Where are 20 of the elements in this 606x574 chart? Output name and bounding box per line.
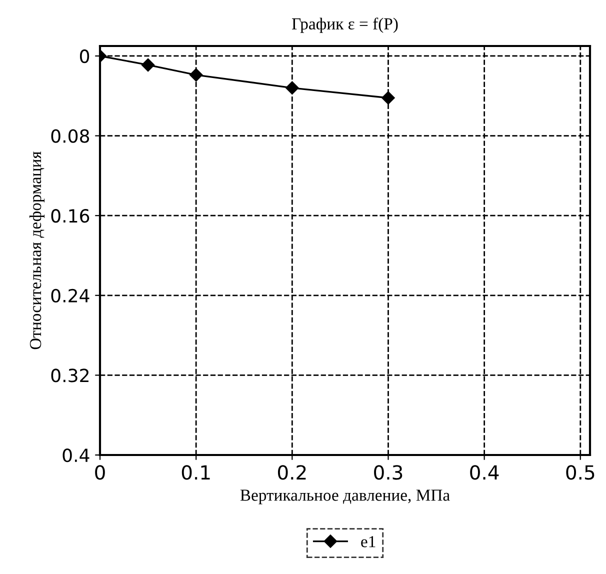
point <box>382 91 395 104</box>
x-axis-title: Вертикальное давление, МПа <box>240 490 450 504</box>
chart-title: График ε = f(P) <box>292 18 398 33</box>
y-tick-label: 0.16 <box>51 209 90 223</box>
x-tick-label: 0.2 <box>278 465 306 480</box>
y-axis-title: Относительная деформация <box>29 151 45 350</box>
y-tick-label: 0.4 <box>62 448 90 462</box>
point <box>189 68 203 82</box>
legend-label: e1 <box>361 536 376 548</box>
x-tick-label: 0.5 <box>566 465 594 480</box>
point <box>286 81 299 94</box>
y-tick-label: 0.08 <box>51 129 90 143</box>
y-tick-label: 0.32 <box>51 368 88 382</box>
x-tick-label: 0 <box>95 465 105 480</box>
x-tick-label: 0.4 <box>470 465 499 480</box>
y-tick-label: 0 <box>80 49 90 64</box>
point <box>141 58 155 72</box>
x-tick-label: 0.3 <box>374 465 402 480</box>
x-tick-label: 0.1 <box>182 465 210 480</box>
y-tick-label: 0.24 <box>51 288 90 303</box>
